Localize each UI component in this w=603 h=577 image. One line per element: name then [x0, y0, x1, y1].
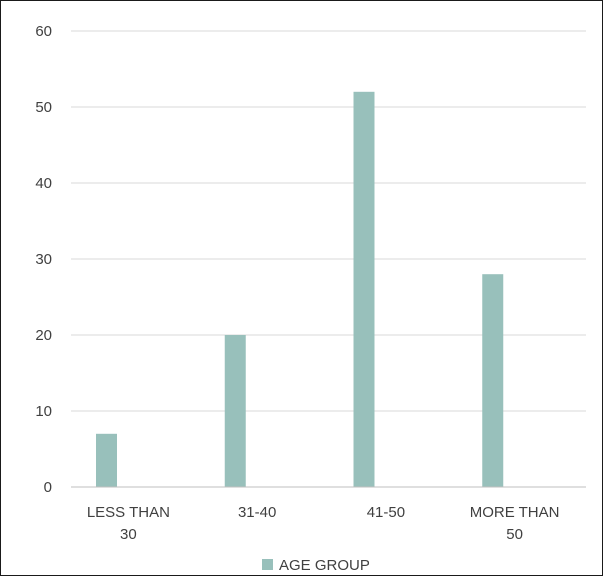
- legend-label: AGE GROUP: [279, 557, 370, 574]
- y-tick-label: 30: [35, 251, 52, 268]
- bar: [96, 433, 117, 487]
- bar: [482, 274, 504, 487]
- x-axis-ticks: LESS THAN 30 31-40 41-50 MORE THAN 50: [87, 504, 560, 543]
- y-tick-label: 40: [35, 175, 52, 192]
- x-tick-label: 30: [120, 526, 137, 543]
- legend: AGE GROUP: [262, 557, 370, 574]
- gridlines: [71, 30, 586, 412]
- x-tick-label: 50: [506, 526, 523, 543]
- bars: [96, 91, 504, 488]
- x-tick-label: 41-50: [367, 504, 405, 521]
- x-tick-label: LESS THAN: [87, 504, 170, 521]
- y-tick-label: 60: [35, 23, 52, 40]
- x-tick-label: MORE THAN: [470, 504, 560, 521]
- y-tick-label: 0: [44, 479, 52, 496]
- y-axis-ticks: 0 10 20 30 40 50 60: [35, 23, 52, 496]
- legend-swatch: [262, 559, 273, 570]
- bar: [353, 91, 375, 488]
- y-tick-label: 20: [35, 327, 52, 344]
- x-tick-label: 31-40: [238, 504, 276, 521]
- bar: [224, 335, 246, 487]
- y-tick-label: 50: [35, 99, 52, 116]
- y-tick-label: 10: [35, 403, 52, 420]
